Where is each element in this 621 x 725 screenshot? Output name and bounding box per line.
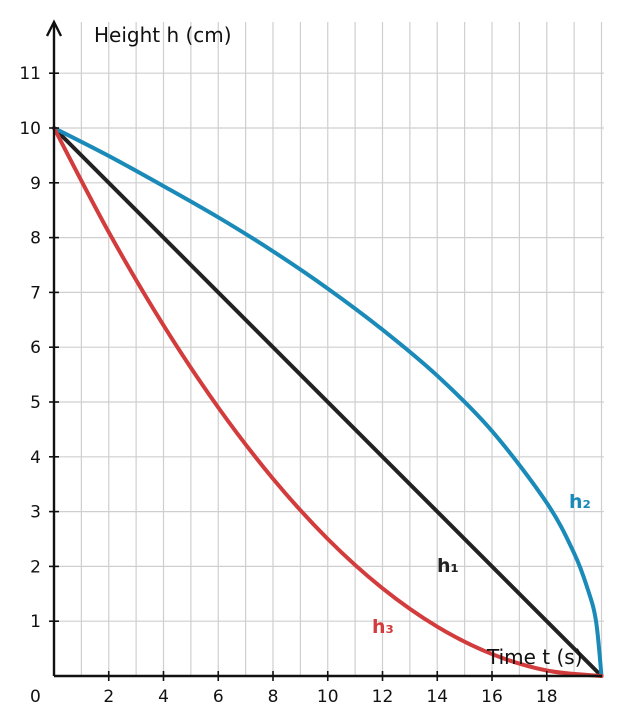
y-tick-label: 11 bbox=[19, 64, 41, 84]
series-lines bbox=[52, 126, 604, 678]
x-axis-label: Time t (s) bbox=[486, 645, 583, 669]
series-label-h1: h₁ bbox=[437, 555, 459, 577]
series-line-h3 bbox=[52, 126, 604, 678]
y-tick-label: 6 bbox=[30, 338, 41, 358]
y-axis-label: Height h (cm) bbox=[94, 23, 232, 47]
y-tick-label: 8 bbox=[30, 229, 41, 249]
series-line-h1 bbox=[52, 126, 604, 678]
labels: Height h (cm) Time t (s) 0 h₁ h₂ h₃ bbox=[30, 23, 591, 707]
y-tick-label: 1 bbox=[30, 612, 41, 632]
x-tick-label: 12 bbox=[372, 687, 394, 707]
y-tick-label: 3 bbox=[30, 503, 41, 523]
y-tick-label: 2 bbox=[30, 557, 41, 577]
y-axis-arrow bbox=[45, 19, 63, 37]
origin-label: 0 bbox=[30, 687, 41, 707]
y-tick-label: 5 bbox=[30, 393, 41, 413]
axes bbox=[45, 19, 602, 678]
x-tick-label: 2 bbox=[103, 687, 114, 707]
y-tick-label: 10 bbox=[19, 119, 41, 139]
y-tick-label: 7 bbox=[30, 283, 41, 303]
series-label-h3: h₃ bbox=[372, 616, 394, 638]
series-line-h2 bbox=[52, 126, 604, 678]
x-tick-label: 4 bbox=[158, 687, 169, 707]
y-tick-label: 4 bbox=[30, 448, 41, 468]
x-tick-label: 10 bbox=[317, 687, 339, 707]
x-tick-label: 14 bbox=[426, 687, 448, 707]
x-tick-label: 8 bbox=[268, 687, 279, 707]
x-tick-label: 16 bbox=[481, 687, 503, 707]
y-tick-label: 9 bbox=[30, 174, 41, 194]
series-label-h2: h₂ bbox=[569, 491, 591, 513]
x-tick-label: 18 bbox=[536, 687, 558, 707]
grid bbox=[54, 22, 604, 676]
x-tick-label: 6 bbox=[213, 687, 224, 707]
